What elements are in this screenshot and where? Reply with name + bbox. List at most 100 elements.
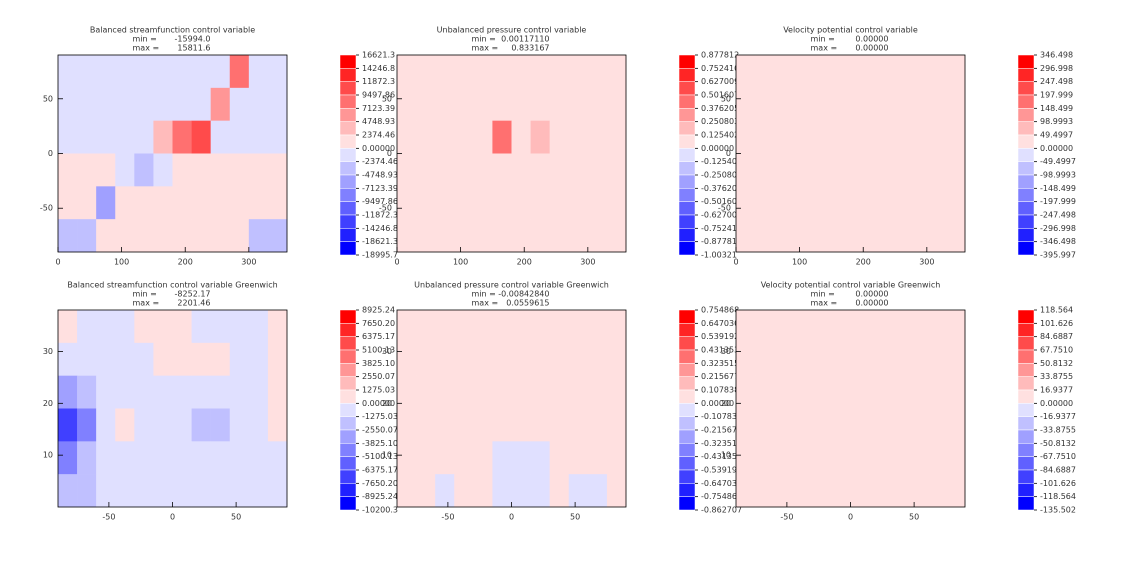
- cell: [191, 153, 211, 187]
- cell: [492, 474, 512, 508]
- cell: [153, 186, 173, 220]
- cell: [945, 120, 966, 154]
- cell: [191, 474, 211, 508]
- colorbar-label: 5100.13: [362, 346, 395, 355]
- colorbar-label: -0.125402: [701, 157, 742, 166]
- cell: [248, 186, 269, 220]
- cell: [549, 408, 570, 442]
- cell: [511, 55, 531, 89]
- colorbar-box: [678, 68, 696, 82]
- colorbar-label: -67.7510: [1040, 452, 1076, 461]
- cell: [58, 87, 78, 121]
- cell: [812, 441, 832, 475]
- colorbar-label: 0.877812: [701, 51, 739, 60]
- cell: [134, 310, 154, 344]
- cell: [96, 342, 116, 376]
- cell: [568, 219, 589, 253]
- cell: [568, 342, 589, 376]
- cell: [96, 153, 116, 187]
- colorbar-label: -1.00321: [701, 251, 737, 260]
- cell: [812, 408, 832, 442]
- colorbar-label: -0.877812: [701, 237, 742, 246]
- colorbar-label: 6375.17: [362, 332, 395, 341]
- cell: [606, 153, 627, 187]
- cell: [888, 408, 909, 442]
- cell: [793, 342, 813, 376]
- x-tick-label: -50: [102, 513, 115, 522]
- cell: [869, 153, 889, 187]
- cell: [568, 55, 589, 89]
- colorbar-box: [678, 161, 696, 176]
- cell: [210, 219, 231, 253]
- colorbar-box: [339, 323, 357, 337]
- cell: [736, 342, 756, 376]
- cell: [755, 310, 775, 344]
- colorbar-box: [1017, 496, 1035, 511]
- cell: [454, 87, 474, 121]
- colorbar-label: 0.752410: [701, 64, 739, 73]
- cell: [248, 408, 269, 442]
- cell: [549, 186, 570, 220]
- cell: [511, 219, 531, 253]
- stat-name: max =: [811, 44, 838, 53]
- colorbar-label: -33.8755: [1040, 426, 1076, 435]
- cell: [888, 153, 909, 187]
- cell: [435, 219, 455, 253]
- cell: [926, 441, 947, 475]
- colorbar-label: -1275.03: [362, 412, 398, 421]
- cell: [454, 55, 474, 89]
- colorbar-label: 0.323515: [701, 359, 739, 368]
- cell: [77, 375, 97, 409]
- colorbar-label: 3825.10: [362, 359, 395, 368]
- colorbar-label: -0.376205: [701, 184, 742, 193]
- panel-title: Unbalanced pressure control variable: [437, 26, 587, 35]
- cell: [210, 474, 231, 508]
- cell: [172, 310, 192, 344]
- cell: [267, 120, 288, 154]
- cell: [907, 441, 928, 475]
- cell: [267, 87, 288, 121]
- x-tick-label: 0: [394, 258, 399, 267]
- cell: [511, 474, 531, 508]
- cell: [888, 186, 909, 220]
- colorbar-box: [1017, 376, 1035, 391]
- cell: [473, 55, 493, 89]
- cell: [850, 408, 870, 442]
- cell: [210, 408, 231, 442]
- cell: [511, 342, 531, 376]
- colorbar-label: 2374.46: [362, 131, 395, 140]
- colorbar-box: [678, 201, 696, 216]
- cell: [153, 342, 173, 376]
- colorbar-box: [678, 323, 696, 337]
- colorbar-label: 14246.8: [362, 64, 395, 73]
- cell: [774, 342, 794, 376]
- cell: [511, 87, 531, 121]
- cell: [530, 120, 550, 154]
- colorbar-label: 0.00000: [701, 399, 734, 408]
- cell: [812, 474, 832, 508]
- cell: [416, 375, 436, 409]
- cell: [888, 310, 909, 344]
- cell: [153, 408, 173, 442]
- cell: [812, 186, 832, 220]
- cell: [831, 186, 851, 220]
- cell: [850, 219, 870, 253]
- cell: [850, 474, 870, 508]
- colorbar-label: -2550.07: [362, 426, 398, 435]
- cell: [58, 375, 78, 409]
- cell: [248, 219, 269, 253]
- y-tick-label: -50: [379, 204, 392, 213]
- cell: [907, 375, 928, 409]
- cell: [492, 120, 512, 154]
- cell: [587, 375, 608, 409]
- colorbar-label: 247.498: [1040, 77, 1073, 86]
- cell: [606, 55, 627, 89]
- cell: [96, 55, 116, 89]
- cell: [926, 153, 947, 187]
- cell: [774, 120, 794, 154]
- cell: [492, 153, 512, 187]
- cell: [530, 342, 550, 376]
- colorbar-box: [339, 363, 357, 377]
- cell: [511, 120, 531, 154]
- cell: [473, 375, 493, 409]
